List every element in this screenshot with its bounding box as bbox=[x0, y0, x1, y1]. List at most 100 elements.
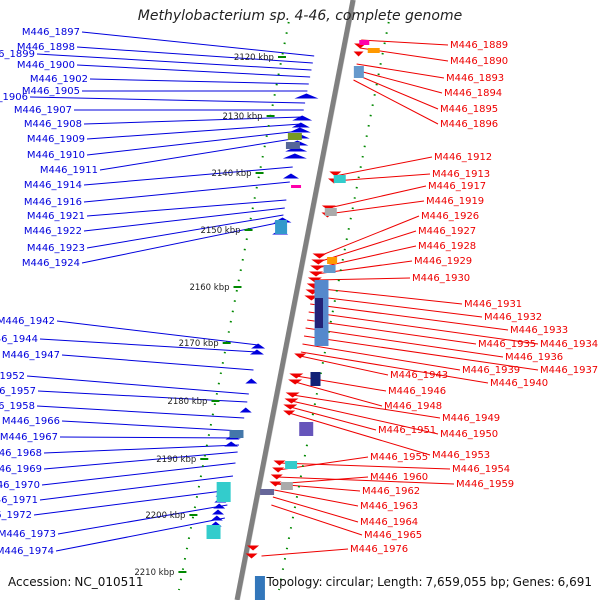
gene-label[interactable]: M446_1953 bbox=[432, 450, 490, 461]
gene-label[interactable]: M446_1898 bbox=[17, 42, 75, 53]
gene-label[interactable]: M446_1965 bbox=[364, 530, 422, 541]
gene-label[interactable]: M446_1955 bbox=[370, 452, 428, 463]
gene-label[interactable]: M446_1943 bbox=[390, 370, 448, 381]
leader-line bbox=[81, 31, 315, 57]
gene-label[interactable]: M446_1962 bbox=[362, 486, 420, 497]
gene-label[interactable]: M446_1940 bbox=[490, 378, 548, 389]
plus-strand-gene bbox=[288, 379, 303, 385]
gene-label[interactable]: M446_1905 bbox=[22, 86, 80, 97]
gene-label[interactable]: M446_1924 bbox=[22, 258, 80, 269]
gene-label[interactable]: M446_1906 bbox=[0, 92, 28, 103]
gene-label[interactable]: M446_1970 bbox=[0, 480, 40, 491]
gene-label[interactable]: M446_1974 bbox=[0, 546, 54, 557]
gene-label[interactable]: M446_1914 bbox=[24, 180, 82, 191]
gene-label[interactable]: M446_1931 bbox=[464, 299, 522, 310]
topology-label: Topology: bbox=[266, 575, 323, 589]
plus-strand-gene bbox=[269, 481, 282, 487]
plus-strand-gene bbox=[247, 545, 260, 551]
gene-label[interactable]: M446_1909 bbox=[27, 134, 85, 145]
scale-track: 2120 kbp 2130 kbp 2140 kbp 2150 kbp 2160 kbp… bbox=[134, 21, 390, 591]
gene-label[interactable]: M446_1917 bbox=[428, 181, 486, 192]
gene-label[interactable]: M446_1899 bbox=[0, 49, 35, 60]
plus-strand-gene bbox=[312, 253, 327, 259]
gene-label[interactable]: M446_1912 bbox=[434, 152, 492, 163]
leader-line bbox=[295, 381, 383, 407]
gene-label[interactable]: M446_1913 bbox=[432, 169, 490, 180]
gene-label[interactable]: M446_1916 bbox=[24, 197, 82, 208]
leader-line bbox=[43, 451, 238, 470]
gene-label[interactable]: M446_1957 bbox=[0, 386, 36, 397]
gene-label[interactable]: M446_1907 bbox=[14, 105, 72, 116]
gene-label[interactable]: M446_1935 bbox=[478, 339, 536, 350]
gene-label[interactable]: M446_1972 bbox=[0, 510, 32, 521]
scale-tick-label: 2200 kbp bbox=[145, 511, 185, 521]
leader-line bbox=[57, 504, 228, 535]
gene-label[interactable]: M446_1934 bbox=[540, 339, 598, 350]
gene-label[interactable]: M446_1897 bbox=[22, 27, 80, 38]
gene-label[interactable]: M446_1946 bbox=[388, 386, 446, 397]
gene-label[interactable]: M446_1910 bbox=[27, 150, 85, 161]
gene-label[interactable]: M446_1952 bbox=[0, 371, 25, 382]
minus-strand-gene bbox=[294, 93, 319, 99]
gene-label[interactable]: M446_1900 bbox=[17, 60, 75, 71]
gene-label[interactable]: M446_1958 bbox=[0, 401, 35, 412]
gene-label[interactable]: M446_1911 bbox=[40, 165, 98, 176]
gene-feature-block bbox=[254, 576, 265, 600]
plus-strand-gene bbox=[272, 467, 285, 473]
leader-line bbox=[327, 200, 425, 215]
gene-label[interactable]: M446_1893 bbox=[446, 73, 504, 84]
gene-label[interactable]: M446_1921 bbox=[27, 211, 85, 222]
backbone-line bbox=[234, 0, 356, 600]
gene-label[interactable]: M446_1939 bbox=[462, 365, 520, 376]
gene-label[interactable]: M446_1959 bbox=[456, 479, 514, 490]
gene-label[interactable]: M446_1944 bbox=[0, 334, 38, 345]
gene-label[interactable]: M446_1968 bbox=[0, 448, 42, 459]
plus-strand-gene bbox=[353, 51, 364, 57]
gene-feature-block bbox=[291, 185, 302, 188]
gene-label[interactable]: M446_1936 bbox=[505, 352, 563, 363]
gene-label[interactable]: M446_1902 bbox=[30, 74, 88, 85]
gene-label[interactable]: M446_1930 bbox=[412, 273, 470, 284]
gene-label[interactable]: M446_1967 bbox=[0, 432, 58, 443]
gene-feature-block bbox=[275, 220, 288, 234]
gene-label[interactable]: M446_1933 bbox=[510, 325, 568, 336]
gene-label[interactable]: M446_1947 bbox=[2, 350, 60, 361]
gene-label[interactable]: M446_1966 bbox=[2, 416, 60, 427]
gene-label[interactable]: M446_1923 bbox=[27, 243, 85, 254]
gene-label[interactable]: M446_1896 bbox=[440, 119, 498, 130]
gene-label[interactable]: M446_1928 bbox=[418, 241, 476, 252]
gene-label[interactable]: M446_1963 bbox=[360, 501, 418, 512]
gene-label[interactable]: M446_1908 bbox=[24, 119, 82, 130]
gene-label[interactable]: M446_1960 bbox=[370, 472, 428, 483]
gene-label[interactable]: M446_1951 bbox=[378, 425, 436, 436]
gene-label[interactable]: M446_1969 bbox=[0, 464, 42, 475]
gene-label[interactable]: M446_1948 bbox=[384, 401, 442, 412]
gene-label[interactable]: M446_1929 bbox=[414, 256, 472, 267]
plus-strand-gene bbox=[285, 392, 300, 398]
gene-label[interactable]: M446_1926 bbox=[421, 211, 479, 222]
gene-label[interactable]: M446_1919 bbox=[426, 196, 484, 207]
leader-line bbox=[319, 215, 420, 257]
gene-label[interactable]: M446_1976 bbox=[350, 544, 408, 555]
leader-line bbox=[83, 116, 303, 125]
gene-label[interactable]: M446_1922 bbox=[24, 226, 82, 237]
gene-label[interactable]: M446_1949 bbox=[442, 413, 500, 424]
page-title: Methylobacterium sp. 4-46, complete geno… bbox=[137, 8, 463, 24]
gene-label[interactable]: M446_1954 bbox=[452, 464, 510, 475]
gene-label[interactable]: M446_1894 bbox=[444, 88, 502, 99]
gene-label[interactable]: M446_1942 bbox=[0, 316, 55, 327]
genes-value: 6,691 bbox=[557, 575, 592, 589]
gene-label[interactable]: M446_1971 bbox=[0, 495, 38, 506]
leader-line bbox=[76, 64, 311, 78]
gene-label[interactable]: M446_1889 bbox=[450, 40, 508, 51]
minus-strand-gene bbox=[224, 441, 239, 447]
gene-label[interactable]: M446_1927 bbox=[418, 226, 476, 237]
minus-strand-gene bbox=[251, 343, 266, 349]
gene-label[interactable]: M446_1932 bbox=[484, 312, 542, 323]
gene-label[interactable]: M446_1890 bbox=[450, 56, 508, 67]
gene-label[interactable]: M446_1964 bbox=[360, 517, 418, 528]
gene-label[interactable]: M446_1937 bbox=[540, 365, 598, 376]
gene-label[interactable]: M446_1950 bbox=[440, 429, 498, 440]
gene-label[interactable]: M446_1895 bbox=[440, 104, 498, 115]
gene-label[interactable]: M446_1973 bbox=[0, 529, 56, 540]
